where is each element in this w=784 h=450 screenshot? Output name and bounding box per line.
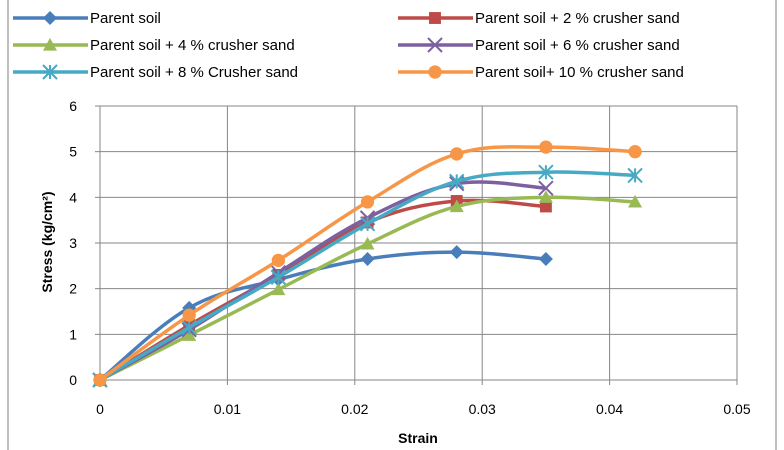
data-point (360, 195, 375, 209)
y-tick-label: 6 (69, 98, 77, 114)
x-tick-label: 0.05 (723, 401, 750, 417)
y-tick-label: 5 (69, 144, 77, 160)
legend-item: Parent soil+ 10 % crusher sand (398, 64, 684, 81)
legend-label: Parent soil + 4 % crusher sand (90, 37, 295, 54)
legend-label: Parent soil + 8 % Crusher sand (90, 64, 298, 81)
legend-item: Parent soil + 2 % crusher sand (398, 10, 680, 27)
legend-marker (43, 11, 57, 25)
legend-label: Parent soil + 6 % crusher sand (475, 37, 680, 54)
y-tick-label: 0 (69, 372, 77, 388)
legend-marker (427, 37, 443, 53)
legend-label: Parent soil+ 10 % crusher sand (475, 64, 684, 81)
data-point (538, 164, 554, 180)
data-point (538, 190, 553, 203)
x-axis-title: Strain (398, 430, 438, 446)
legend-item: Parent soil + 8 % Crusher sand (13, 64, 298, 81)
series-5 (92, 164, 643, 388)
legend-marker (428, 65, 442, 79)
axes (95, 105, 738, 385)
data-point (182, 328, 197, 341)
tick-labels: 0 1 2 3 4 5 6 0 0.01 0.02 0.03 0.04 0.05 (69, 98, 751, 417)
data-point (627, 167, 643, 184)
legend: Parent soil Parent soil + 2 % crusher san… (13, 10, 684, 81)
legend-marker (429, 12, 441, 24)
data-point (539, 140, 553, 154)
data-point (538, 251, 553, 266)
x-tick-label: 0.02 (341, 401, 368, 417)
data-point (450, 147, 464, 161)
data-point (93, 373, 107, 387)
y-axis-title: Stress (kg/cm²) (39, 191, 55, 292)
y-tick-label: 2 (69, 281, 77, 297)
y-tick-label: 4 (69, 189, 77, 205)
data-point (182, 308, 196, 322)
data-point (270, 269, 287, 285)
legend-marker (43, 38, 57, 51)
x-tick-label: 0.04 (596, 401, 623, 417)
legend-marker (42, 64, 58, 80)
legend-label: Parent soil (90, 10, 161, 27)
data-point (271, 253, 286, 268)
data-point (181, 319, 197, 336)
data-point (271, 282, 286, 296)
x-tick-label: 0 (96, 401, 104, 417)
data-point (449, 199, 464, 213)
series-layer (92, 140, 643, 388)
x-tick-label: 0.03 (469, 401, 496, 417)
y-tick-label: 3 (69, 235, 77, 251)
data-point (449, 173, 465, 190)
x-tick-label: 0.01 (214, 401, 241, 417)
data-point (628, 145, 642, 159)
series-line (98, 180, 548, 382)
data-point (360, 236, 375, 250)
legend-item: Parent soil + 4 % crusher sand (13, 37, 295, 54)
legend-label: Parent soil + 2 % crusher sand (475, 10, 680, 27)
data-point (538, 180, 554, 196)
data-point (359, 216, 376, 232)
y-tick-label: 1 (69, 326, 77, 342)
data-point (539, 200, 552, 213)
series-6 (93, 140, 642, 387)
legend-item: Parent soil (13, 10, 161, 27)
legend-item: Parent soil + 6 % crusher sand (398, 37, 680, 54)
data-point (360, 251, 375, 266)
data-point (628, 194, 643, 208)
data-point (449, 245, 464, 260)
